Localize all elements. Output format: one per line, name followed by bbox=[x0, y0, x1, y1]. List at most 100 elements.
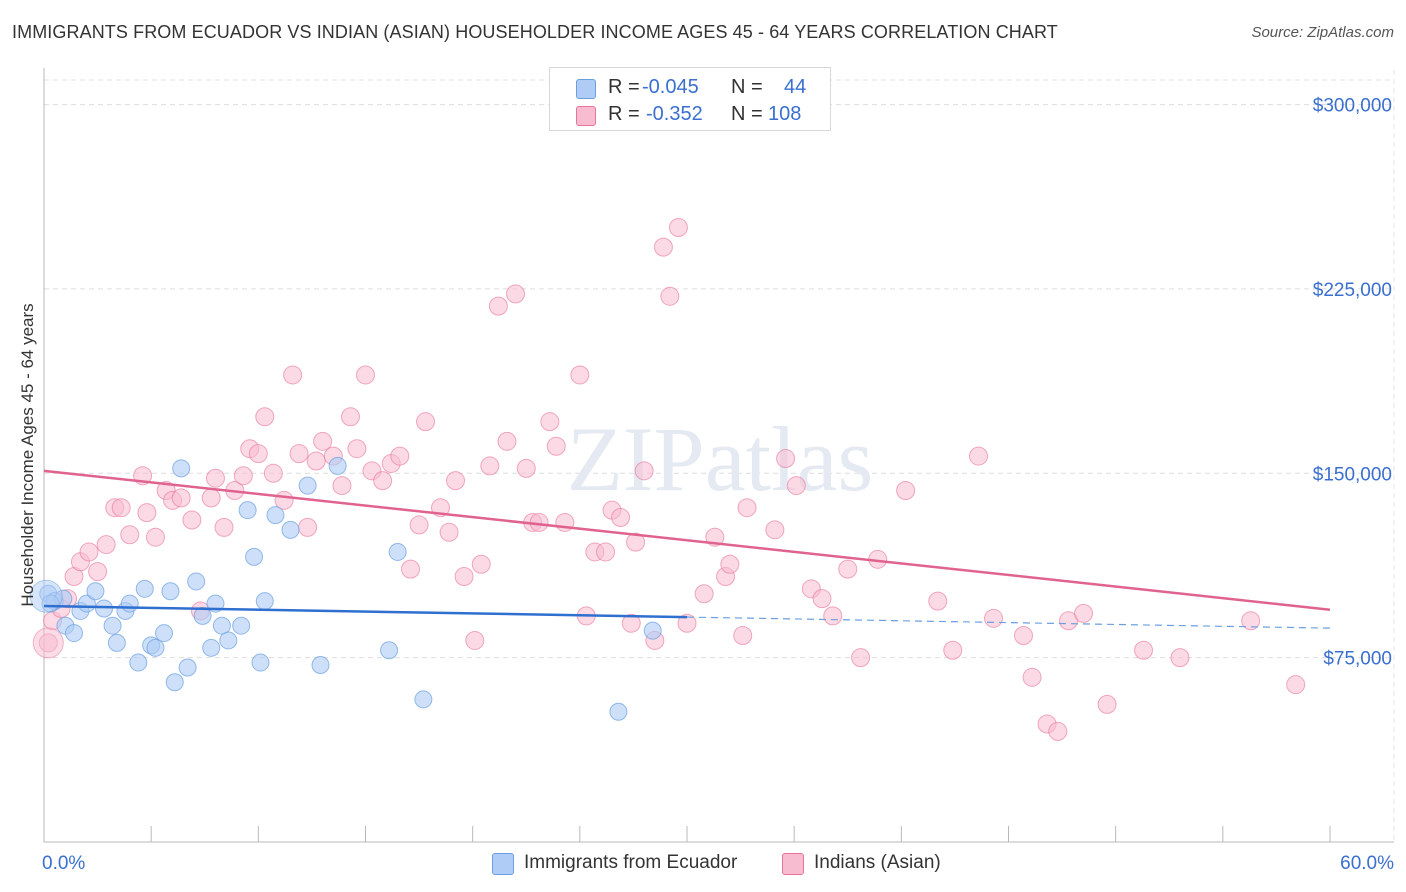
trend-line-indian bbox=[43, 469, 1331, 611]
data-point-indian bbox=[626, 532, 646, 552]
data-point-ecuador bbox=[232, 616, 251, 635]
trend-line-ecuador-extension bbox=[686, 616, 1331, 629]
data-point-ecuador bbox=[202, 638, 221, 657]
legend: R = -0.045 N = 44 R = -0.352 N = 108 bbox=[549, 67, 831, 131]
data-point-ecuador bbox=[251, 653, 270, 672]
data-point-indian bbox=[596, 542, 616, 562]
data-point-indian bbox=[851, 648, 871, 668]
data-point-ecuador bbox=[193, 606, 212, 625]
data-point-ecuador-large bbox=[29, 579, 63, 613]
data-point-ecuador bbox=[95, 599, 114, 618]
data-point-ecuador bbox=[161, 582, 180, 601]
data-point-indian bbox=[786, 476, 806, 496]
bottom-legend-swatch-pink bbox=[782, 853, 804, 875]
legend-swatch-pink bbox=[576, 106, 596, 126]
data-point-indian bbox=[488, 296, 508, 316]
data-point-ecuador bbox=[86, 582, 105, 601]
series-immigrants-ecuador bbox=[29, 456, 662, 721]
data-point-indian bbox=[1074, 603, 1094, 623]
chart-title: IMMIGRANTS FROM ECUADOR VS INDIAN (ASIAN… bbox=[12, 22, 1058, 42]
data-point-indian bbox=[838, 559, 858, 579]
data-point-indian bbox=[416, 412, 436, 432]
legend-n-label: N = bbox=[731, 103, 763, 125]
data-point-indian bbox=[720, 554, 740, 574]
legend-n-label: N = bbox=[731, 76, 763, 98]
y-axis-label: Householder Income Ages 45 - 64 years bbox=[18, 303, 37, 606]
data-point-indian bbox=[634, 461, 654, 481]
data-point-ecuador bbox=[135, 579, 154, 598]
data-point-indian bbox=[201, 488, 221, 508]
data-point-indian bbox=[88, 562, 108, 582]
legend-r-value: -0.352 bbox=[646, 103, 703, 125]
data-point-indian bbox=[733, 626, 753, 646]
data-point-ecuador bbox=[129, 653, 148, 672]
legend-n-value: 44 bbox=[784, 76, 807, 98]
data-point-indian bbox=[896, 480, 916, 500]
data-point-indian bbox=[79, 542, 99, 562]
data-point-indian bbox=[497, 431, 517, 451]
trend-lines bbox=[43, 469, 1331, 629]
data-point-ecuador bbox=[103, 616, 122, 635]
data-point-ecuador bbox=[380, 641, 399, 660]
data-point-indian bbox=[465, 630, 485, 650]
data-point-indian bbox=[546, 436, 566, 456]
legend-row-ecuador: R = -0.045 N = 44 bbox=[550, 74, 830, 102]
chart-source: Source: ZipAtlas.com bbox=[1251, 24, 1394, 41]
data-point-ecuador bbox=[165, 673, 184, 692]
data-point-indian bbox=[1170, 648, 1190, 668]
data-point-indian bbox=[171, 488, 191, 508]
data-point-indian bbox=[356, 365, 375, 385]
data-point-ecuador bbox=[388, 542, 407, 561]
legend-r-label: R = bbox=[608, 103, 640, 125]
data-point-ecuador bbox=[178, 658, 197, 677]
data-point-indian bbox=[823, 606, 843, 626]
data-point-indian bbox=[313, 431, 333, 451]
data-point-indian bbox=[289, 444, 309, 464]
data-point-indian bbox=[660, 286, 680, 306]
data-point-indian bbox=[1134, 640, 1154, 660]
data-point-indian bbox=[137, 503, 157, 523]
data-point-indian bbox=[480, 456, 500, 476]
tick-labels: $75,000 $150,000 $225,000 $300,000 0.0% 60.0% bbox=[42, 96, 1394, 874]
data-point-ecuador bbox=[120, 594, 139, 613]
data-point-indian-large bbox=[32, 627, 64, 659]
data-point-indian bbox=[983, 608, 1003, 628]
data-point-indian bbox=[677, 613, 697, 633]
legend-r-label: R = bbox=[608, 76, 640, 98]
data-point-indian bbox=[471, 554, 491, 574]
data-point-indian bbox=[409, 515, 429, 535]
data-point-indian bbox=[401, 559, 421, 579]
data-point-ecuador bbox=[245, 547, 264, 566]
data-point-indian bbox=[737, 498, 757, 518]
data-point-indian bbox=[1014, 626, 1034, 646]
data-point-ecuador bbox=[65, 624, 84, 643]
data-point-indian bbox=[283, 365, 303, 385]
data-point-ecuador bbox=[328, 456, 347, 475]
data-point-ecuador bbox=[298, 476, 317, 495]
data-point-ecuador bbox=[266, 506, 285, 525]
data-point-ecuador bbox=[146, 638, 165, 657]
trend-line-ecuador bbox=[43, 604, 688, 619]
data-point-ecuador bbox=[107, 633, 126, 652]
bottom-legend-label: Indians (Asian) bbox=[814, 852, 941, 873]
data-point-indian bbox=[506, 284, 526, 304]
data-point-indian bbox=[653, 237, 673, 257]
data-point-indian bbox=[306, 451, 326, 471]
data-point-indian bbox=[540, 412, 560, 432]
data-point-indian bbox=[1286, 675, 1306, 695]
x-tick-label: 60.0% bbox=[1340, 853, 1394, 874]
data-point-ecuador bbox=[255, 592, 274, 611]
data-point-ecuador bbox=[187, 572, 206, 591]
y-tick-label: $75,000 bbox=[1323, 649, 1392, 670]
data-point-ecuador bbox=[172, 459, 191, 478]
data-point-ecuador bbox=[281, 520, 300, 539]
data-point-ecuador bbox=[238, 501, 257, 520]
data-point-indian bbox=[120, 525, 140, 545]
data-point-indian bbox=[694, 584, 714, 604]
series-indians-asian bbox=[32, 217, 1306, 741]
data-point-indian bbox=[111, 498, 131, 518]
data-point-ecuador bbox=[219, 631, 238, 650]
data-point-indian bbox=[298, 517, 318, 537]
data-point-indian bbox=[248, 444, 268, 464]
